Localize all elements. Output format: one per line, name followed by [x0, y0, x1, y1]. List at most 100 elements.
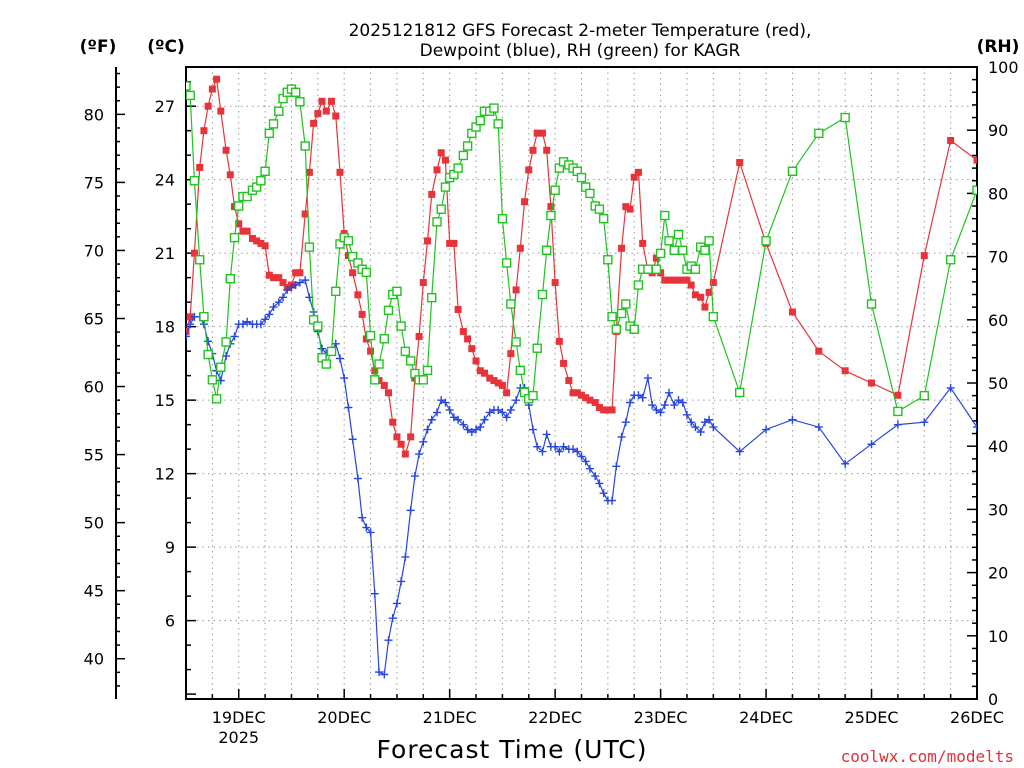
dewpoint-marker: [295, 278, 304, 287]
temperature-marker: [973, 156, 977, 164]
dewpoint-marker: [973, 423, 977, 432]
temperature-marker: [573, 389, 581, 397]
temperature-marker: [397, 440, 405, 448]
temperature-marker: [433, 166, 441, 174]
temperature-marker: [336, 168, 344, 176]
relative-humidity-marker: [234, 201, 244, 211]
dewpoint-marker: [691, 423, 700, 432]
fahrenheit-tick-label: 55: [84, 446, 104, 465]
relative-humidity-marker: [343, 236, 354, 246]
dewpoint-marker: [788, 415, 797, 424]
temperature-marker: [494, 379, 502, 387]
temperature-marker: [705, 288, 713, 296]
rh-tick-label: 100: [988, 58, 1019, 77]
dewpoint-marker: [397, 577, 406, 586]
temperature-marker: [415, 332, 423, 340]
relative-humidity-marker: [300, 141, 310, 151]
relative-humidity-marker: [405, 356, 416, 366]
relative-humidity-marker: [866, 299, 877, 309]
dewpoint-marker: [494, 405, 503, 414]
dewpoint-marker: [238, 320, 247, 329]
fahrenheit-tick-label: 50: [84, 514, 104, 533]
relative-humidity-marker: [374, 359, 384, 369]
temperature-marker: [582, 394, 590, 402]
temperature-marker: [459, 328, 467, 336]
dewpoint-marker: [585, 464, 594, 473]
dewpoint-marker: [538, 447, 547, 456]
temperature-marker: [441, 156, 449, 164]
temperature-marker: [454, 306, 462, 314]
relative-humidity-marker: [546, 210, 556, 221]
relative-humidity-marker: [690, 264, 701, 274]
dewpoint-marker: [392, 599, 401, 608]
dewpoint-marker: [569, 445, 578, 454]
relative-humidity-marker: [440, 182, 451, 192]
temperature-marker: [516, 244, 524, 252]
relative-humidity-marker: [761, 236, 771, 246]
dewpoint-marker: [946, 383, 955, 392]
relative-humidity-marker: [611, 324, 622, 334]
dewpoint-marker: [595, 479, 604, 488]
relative-humidity-marker: [475, 116, 485, 126]
relative-humidity-marker: [392, 286, 402, 297]
dewpoint-marker: [696, 427, 705, 436]
x-tick-label: 22DEC: [528, 708, 582, 727]
relative-humidity-marker: [260, 166, 270, 176]
x-tick-sublabel: 2025: [218, 728, 259, 747]
dewpoint-marker: [735, 447, 744, 456]
x-axis-label: Forecast Time (UTC): [377, 735, 648, 764]
dewpoint-marker: [335, 354, 344, 363]
rh-tick-label: 10: [988, 627, 1008, 646]
relative-humidity-marker: [326, 346, 337, 357]
relative-humidity-marker: [396, 321, 406, 331]
dewpoint-marker: [920, 418, 929, 427]
relative-humidity-marker: [678, 245, 688, 255]
temperature-marker: [275, 274, 283, 282]
dewpoint-marker: [533, 442, 542, 451]
temperature-marker: [354, 291, 362, 299]
dewpoint-marker: [621, 418, 630, 427]
dewpoint-marker: [682, 410, 691, 419]
relative-humidity-marker: [418, 375, 428, 385]
relative-humidity-marker: [669, 245, 680, 255]
dewpoint-marker: [410, 472, 419, 481]
temperature-marker: [314, 110, 322, 118]
relative-humidity-marker: [268, 119, 279, 129]
dewpoint-marker: [700, 418, 709, 427]
dewpoint-marker: [841, 459, 850, 468]
dewpoint-marker: [243, 317, 252, 326]
relative-humidity-marker: [331, 286, 341, 297]
temperature-marker: [389, 418, 397, 426]
celsius-tick-label: 27: [155, 97, 175, 116]
dewpoint-marker: [370, 589, 379, 598]
dewpoint-marker: [670, 401, 679, 410]
relative-humidity-marker: [972, 185, 977, 195]
dewpoint-marker: [186, 332, 190, 341]
rh-tick-label: 80: [988, 184, 1008, 203]
temperature-marker: [841, 367, 849, 375]
temperature-marker: [661, 276, 669, 284]
chart-title-line-1: 2025121812 GFS Forecast 2-meter Temperat…: [349, 21, 812, 41]
relative-humidity-marker: [229, 232, 240, 243]
dewpoint-marker: [591, 472, 600, 481]
dewpoint-marker: [512, 396, 521, 405]
temperature-marker: [894, 391, 902, 399]
relative-humidity-marker: [616, 308, 627, 319]
dewpoint-marker: [634, 391, 643, 400]
temperature-marker: [380, 381, 388, 389]
dewpoint-marker: [502, 413, 511, 422]
temperature-marker: [200, 127, 208, 135]
temperature-marker: [586, 396, 594, 404]
relative-humidity-marker: [207, 375, 218, 385]
relative-humidity-marker: [594, 204, 605, 214]
relative-humidity-marker: [893, 406, 903, 417]
temperature-marker: [591, 399, 599, 407]
dewpoint-marker: [555, 447, 564, 456]
relative-humidity-marker: [453, 163, 463, 173]
temperature-marker: [296, 269, 304, 277]
temperature-marker: [217, 107, 225, 115]
relative-humidity-marker: [489, 103, 499, 113]
temperature-marker: [697, 293, 705, 301]
dewpoint-marker: [476, 423, 485, 432]
